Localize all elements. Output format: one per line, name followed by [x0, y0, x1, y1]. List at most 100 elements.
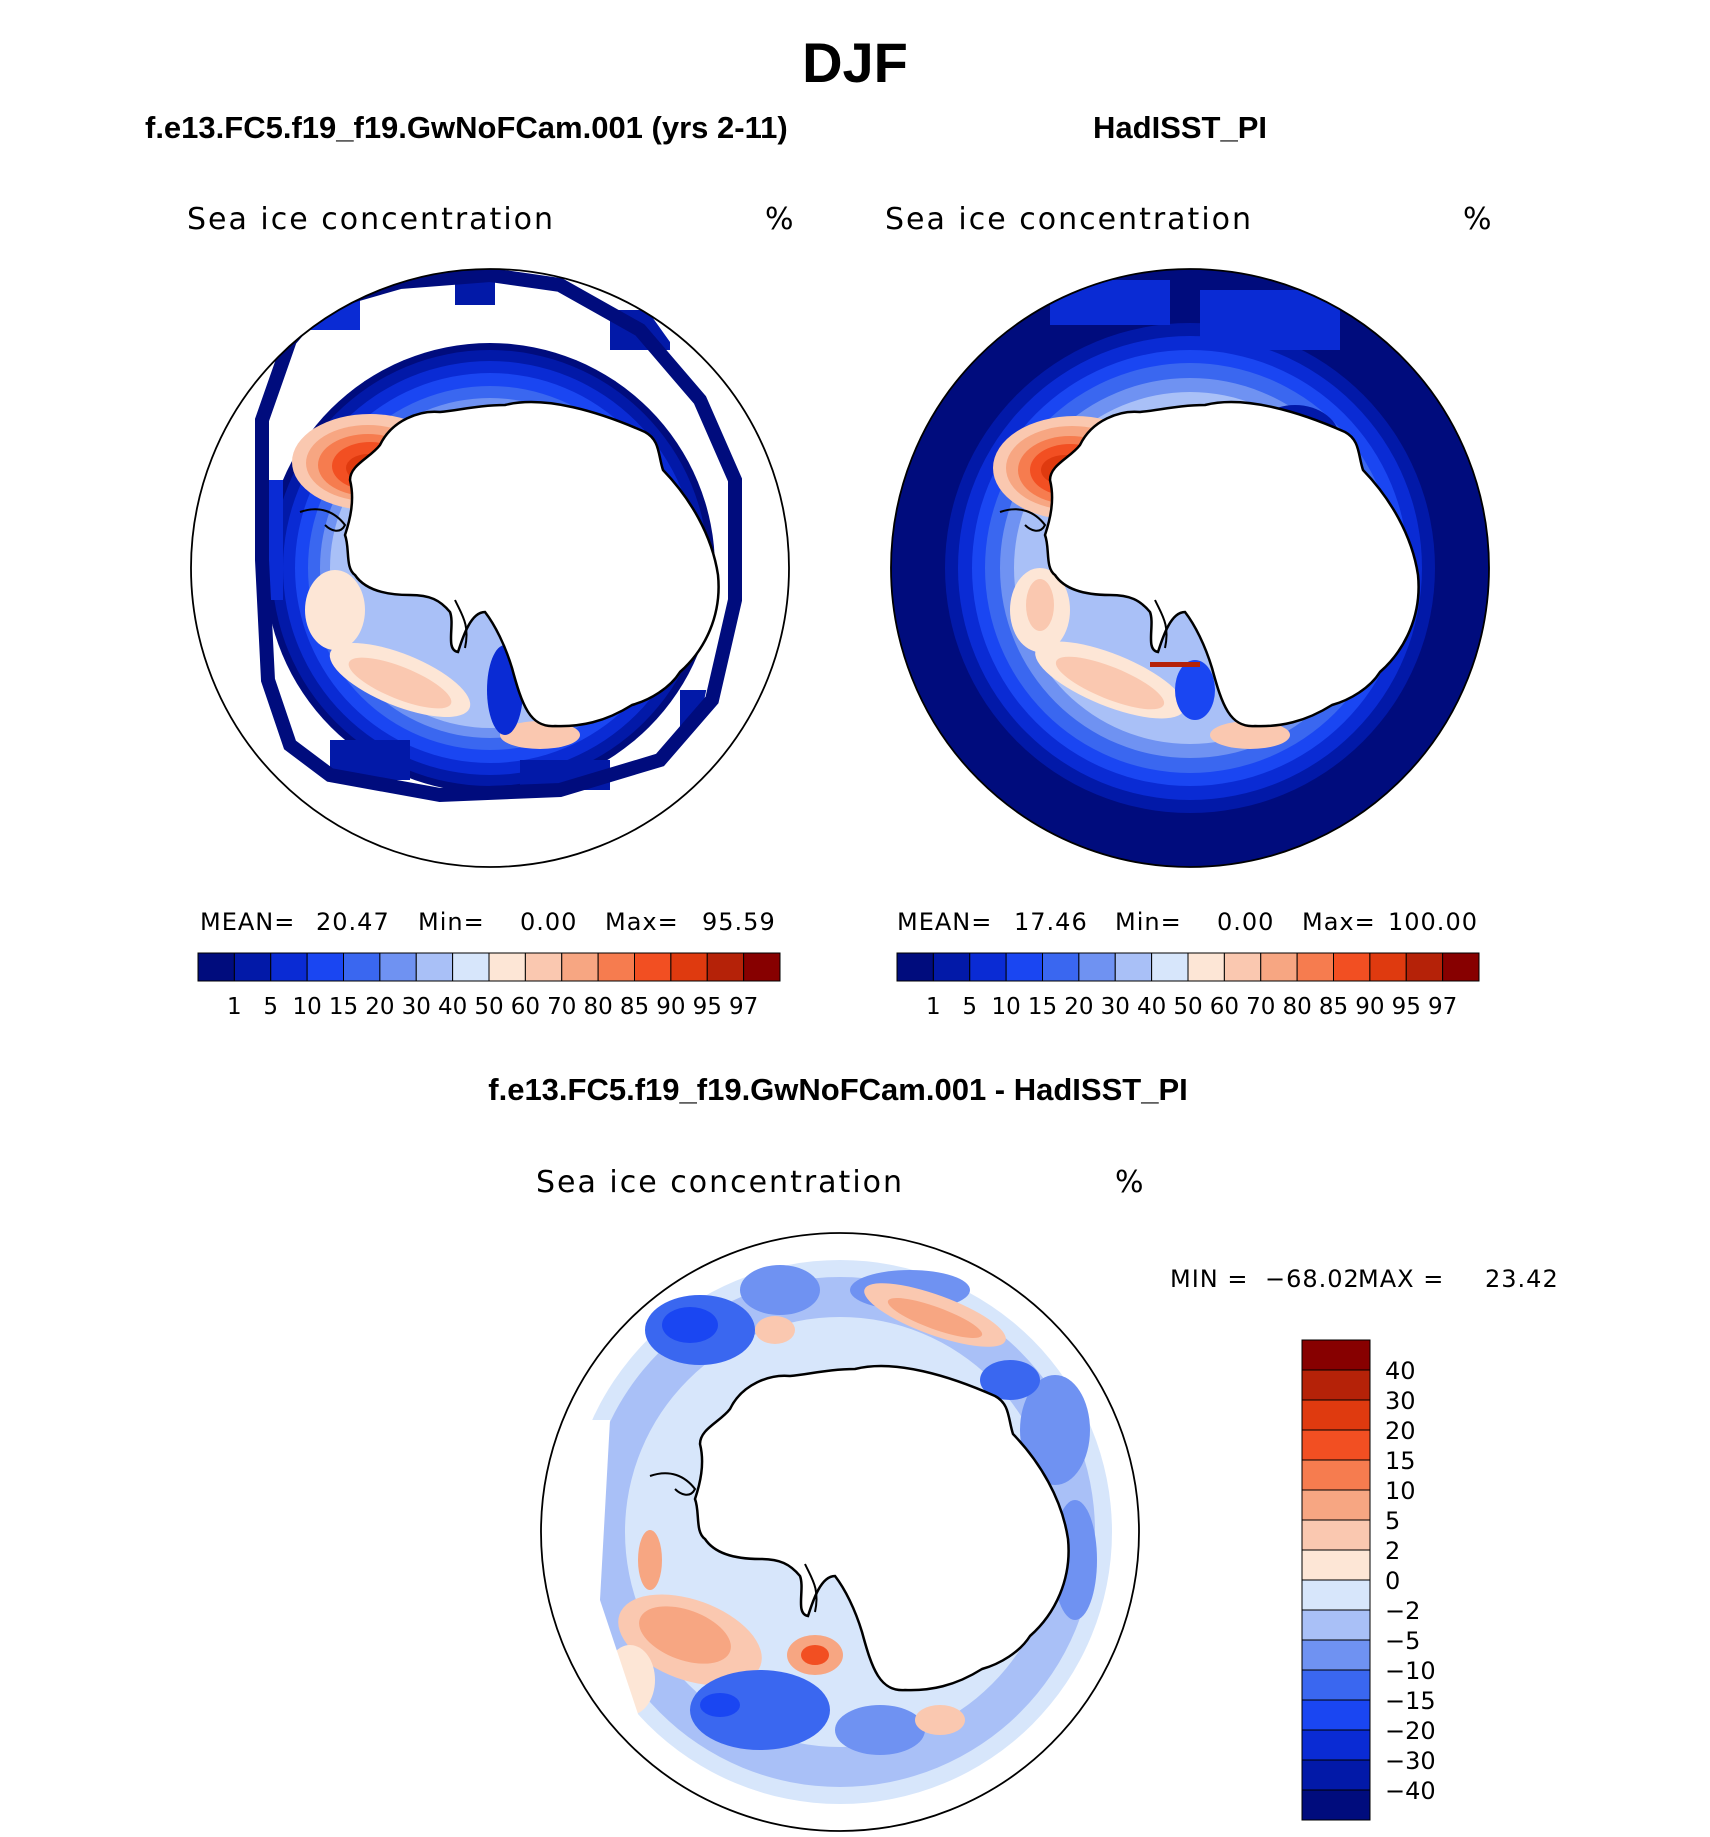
colorbar-obs-swatch	[1405, 952, 1444, 982]
stats-min-diff: −68.02	[1265, 1265, 1360, 1293]
colorbar-diff-swatch	[1301, 1339, 1371, 1371]
colorbar-diff-swatch	[1301, 1519, 1371, 1551]
colorbar-model-swatch	[634, 952, 672, 982]
colorbar-diff-tick-label: −30	[1385, 1747, 1436, 1775]
colorbar-obs-tick-label: 10	[991, 994, 1020, 1020]
colorbar-obs-tick-label: 40	[1137, 994, 1166, 1020]
stats-min-model: 0.00	[520, 908, 578, 936]
colorbar-model-tick-label: 80	[583, 994, 612, 1020]
colorbar-model-tick-label: 85	[620, 994, 649, 1020]
colorbar-model-swatch	[488, 952, 526, 982]
colorbar-diff-swatch	[1301, 1609, 1371, 1641]
stats-max-label-obs: Max=	[1302, 908, 1376, 936]
colorbar-obs-swatch	[1296, 952, 1334, 982]
colorbar-obs-tick-label: 30	[1101, 994, 1130, 1020]
colorbar-obs-tick-label: 70	[1246, 994, 1275, 1020]
colorbar-diff-tick-label: −20	[1385, 1717, 1436, 1745]
colorbar-obs-tick-label: 90	[1355, 994, 1384, 1020]
colorbar-obs-swatch	[1187, 952, 1225, 982]
colorbar-model-swatch	[743, 952, 781, 982]
stats-max-obs: 100.00	[1388, 908, 1478, 936]
colorbar-obs-tick-label: 80	[1282, 994, 1311, 1020]
colorbar-obs-swatch	[1005, 952, 1043, 982]
colorbar-model-tick-label: 90	[656, 994, 685, 1020]
colorbar-obs-tick-label: 97	[1428, 994, 1457, 1020]
colorbar-obs-swatch	[896, 952, 934, 982]
colorbar-diff-swatch	[1301, 1699, 1371, 1731]
map-boundary-diff	[540, 1232, 1140, 1832]
colorbar-obs-tick-label: 85	[1319, 994, 1348, 1020]
colorbar-diff-tick-label: −15	[1385, 1687, 1436, 1715]
colorbar-diff-swatch	[1301, 1759, 1371, 1791]
colorbar-obs-swatch	[1042, 952, 1080, 982]
stats-mean-obs: 17.46	[1014, 908, 1088, 936]
colorbar-model-tick-label: 40	[438, 994, 467, 1020]
colorbar-obs-swatch	[1151, 952, 1189, 982]
colorbar-obs-tick-label: 95	[1392, 994, 1421, 1020]
colorbar-model-swatch	[670, 952, 708, 982]
map-boundary-obs	[890, 268, 1490, 868]
colorbar-model-swatch	[343, 952, 381, 982]
colorbar-model-tick-label: 97	[729, 994, 758, 1020]
colorbar-diff-swatch	[1301, 1399, 1371, 1431]
variable-label-obs: Sea ice concentration	[885, 202, 1254, 237]
variable-label-model: Sea ice concentration	[187, 202, 556, 237]
stats-mean-model: 20.47	[316, 908, 390, 936]
colorbar-diff-swatch	[1301, 1549, 1371, 1581]
colorbar-model-tick-label: 1	[227, 994, 242, 1020]
colorbar-diff-tick-label: 40	[1385, 1357, 1416, 1385]
colorbar-obs-tick-label: 5	[962, 994, 977, 1020]
colorbar-obs-swatch	[1114, 952, 1153, 982]
colorbar-obs-swatch	[1369, 952, 1407, 982]
colorbar-model-tick-label: 95	[693, 994, 722, 1020]
colorbar-obs-tick-label: 60	[1210, 994, 1239, 1020]
panel-subtitle-diff: f.e13.FC5.f19_f19.GwNoFCam.001 - HadISST…	[488, 1072, 1188, 1107]
colorbar-model-swatch	[524, 952, 563, 982]
panel-subtitle-model: f.e13.FC5.f19_f19.GwNoFCam.001 (yrs 2-11…	[145, 110, 788, 145]
colorbar-model-tick-label: 15	[329, 994, 358, 1020]
colorbar-obs-tick-label: 50	[1173, 994, 1202, 1020]
stats-max-model: 95.59	[702, 908, 776, 936]
colorbar-obs-swatch	[1223, 952, 1262, 982]
colorbar-obs-swatch	[1333, 952, 1371, 982]
colorbar-diff-swatch	[1301, 1669, 1371, 1701]
colorbar-diff-swatch	[1301, 1639, 1371, 1671]
colorbar-diff-tick-label: 0	[1385, 1567, 1400, 1595]
colorbar-model-tick-label: 20	[365, 994, 394, 1020]
stats-mean-label-model: MEAN=	[200, 908, 296, 936]
stats-min-label-obs: Min=	[1115, 908, 1182, 936]
stats-min-label-diff: MIN =	[1170, 1265, 1249, 1293]
units-label-obs: %	[1463, 202, 1494, 237]
colorbar-model-swatch	[706, 952, 745, 982]
colorbar-diff-tick-label: 10	[1385, 1477, 1416, 1505]
colorbar-obs-tick-label: 20	[1064, 994, 1093, 1020]
colorbar-model-tick-label: 10	[292, 994, 321, 1020]
colorbar-model-swatch	[597, 952, 635, 982]
units-label-diff: %	[1115, 1165, 1146, 1200]
colorbar-obs-tick-label: 15	[1028, 994, 1057, 1020]
colorbar-diff-tick-label: 20	[1385, 1417, 1416, 1445]
colorbar-model-tick-label: 70	[547, 994, 576, 1020]
colorbar-obs-tick-label: 1	[926, 994, 941, 1020]
colorbar-diff-swatch	[1301, 1729, 1371, 1761]
colorbar-obs-swatch	[1260, 952, 1298, 982]
colorbar-obs-swatch	[1442, 952, 1480, 982]
stats-max-label-diff: MAX =	[1358, 1265, 1445, 1293]
map-boundary-model	[190, 268, 790, 868]
colorbar-diff-tick-label: −2	[1385, 1597, 1420, 1625]
stats-max-diff: 23.42	[1485, 1265, 1559, 1293]
colorbar-model-swatch	[561, 952, 599, 982]
colorbar-obs-swatch	[969, 952, 1007, 982]
colorbar-diff-swatch	[1301, 1789, 1371, 1821]
colorbar-model-swatch	[270, 952, 308, 982]
colorbar-obs-swatch	[1078, 952, 1116, 982]
colorbar-diff-swatch	[1301, 1459, 1371, 1491]
colorbar-diff-swatch	[1301, 1579, 1371, 1611]
variable-label-diff: Sea ice concentration	[536, 1165, 905, 1200]
colorbar-diff-tick-label: 5	[1385, 1507, 1400, 1535]
colorbar-model: 1 5 10 15 20 30 40 50 60 70 80 85 90 95 97	[197, 952, 781, 1020]
colorbar-diff-tick-label: −10	[1385, 1657, 1436, 1685]
colorbar-model-tick-label: 60	[511, 994, 540, 1020]
panel-subtitle-obs: HadISST_PI	[1093, 110, 1267, 145]
